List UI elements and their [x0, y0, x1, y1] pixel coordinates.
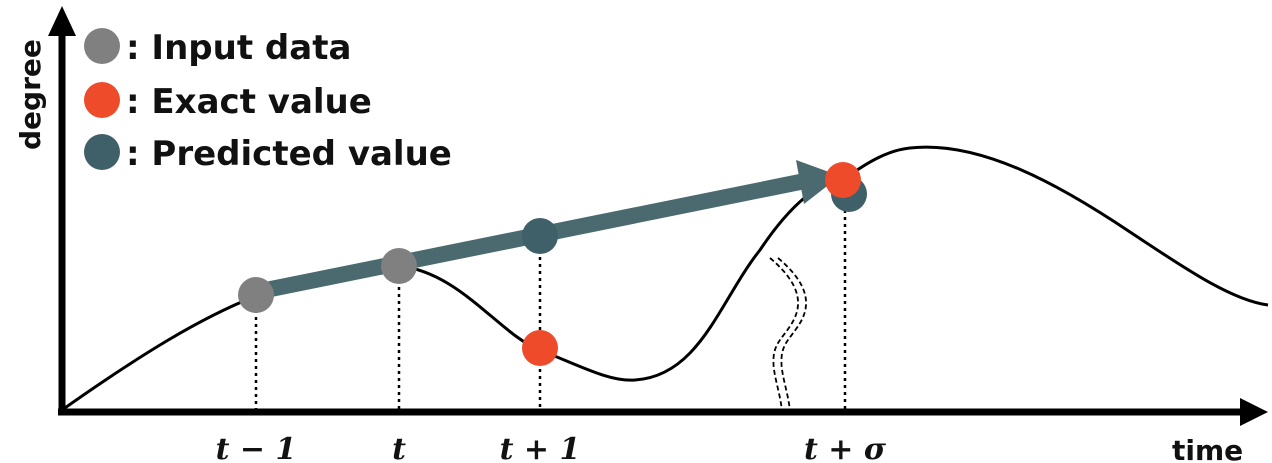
- y-axis-label: degree: [14, 39, 47, 150]
- exact-point-t-plus-sigma: [825, 162, 861, 198]
- legend: : Input data : Exact value : Predicted v…: [84, 28, 452, 174]
- input-point-t: [381, 248, 417, 284]
- x-axis-label: time: [1172, 434, 1243, 463]
- y-axis-arrowhead: [48, 6, 76, 36]
- legend-label-predicted: : Predicted value: [126, 134, 452, 174]
- x-axis-arrowhead: [1240, 398, 1268, 426]
- legend-label-exact: : Exact value: [126, 82, 372, 122]
- exact-curve: [61, 145, 1269, 412]
- predicted-point-t-plus-1: [522, 218, 558, 254]
- legend-marker-input: [84, 28, 120, 64]
- tick-label-t-minus-1: t − 1: [216, 432, 297, 463]
- axis-break-mark-2: [777, 257, 807, 413]
- tick-label-t: t: [392, 432, 406, 463]
- exact-point-t-plus-1: [522, 330, 558, 366]
- legend-marker-exact: [84, 82, 120, 118]
- legend-label-input: : Input data: [126, 28, 351, 68]
- tick-label-t-plus-1: t + 1: [500, 432, 581, 463]
- legend-marker-predicted: [84, 134, 120, 170]
- tick-label-t-plus-sigma: t + σ: [804, 432, 887, 463]
- input-point-t-minus-1: [238, 277, 274, 313]
- axis-break-mark: [769, 257, 799, 413]
